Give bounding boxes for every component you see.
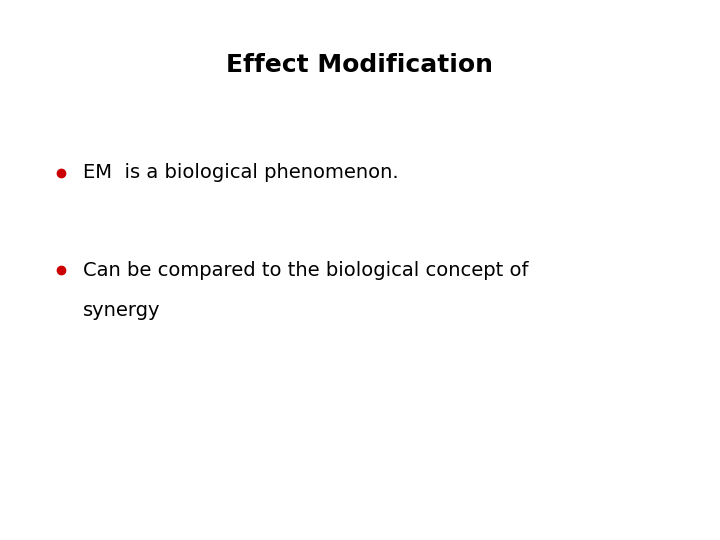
Text: Effect Modification: Effect Modification (227, 53, 493, 77)
Text: EM  is a biological phenomenon.: EM is a biological phenomenon. (83, 163, 398, 183)
Text: synergy: synergy (83, 301, 161, 320)
Text: Can be compared to the biological concept of: Can be compared to the biological concep… (83, 260, 528, 280)
